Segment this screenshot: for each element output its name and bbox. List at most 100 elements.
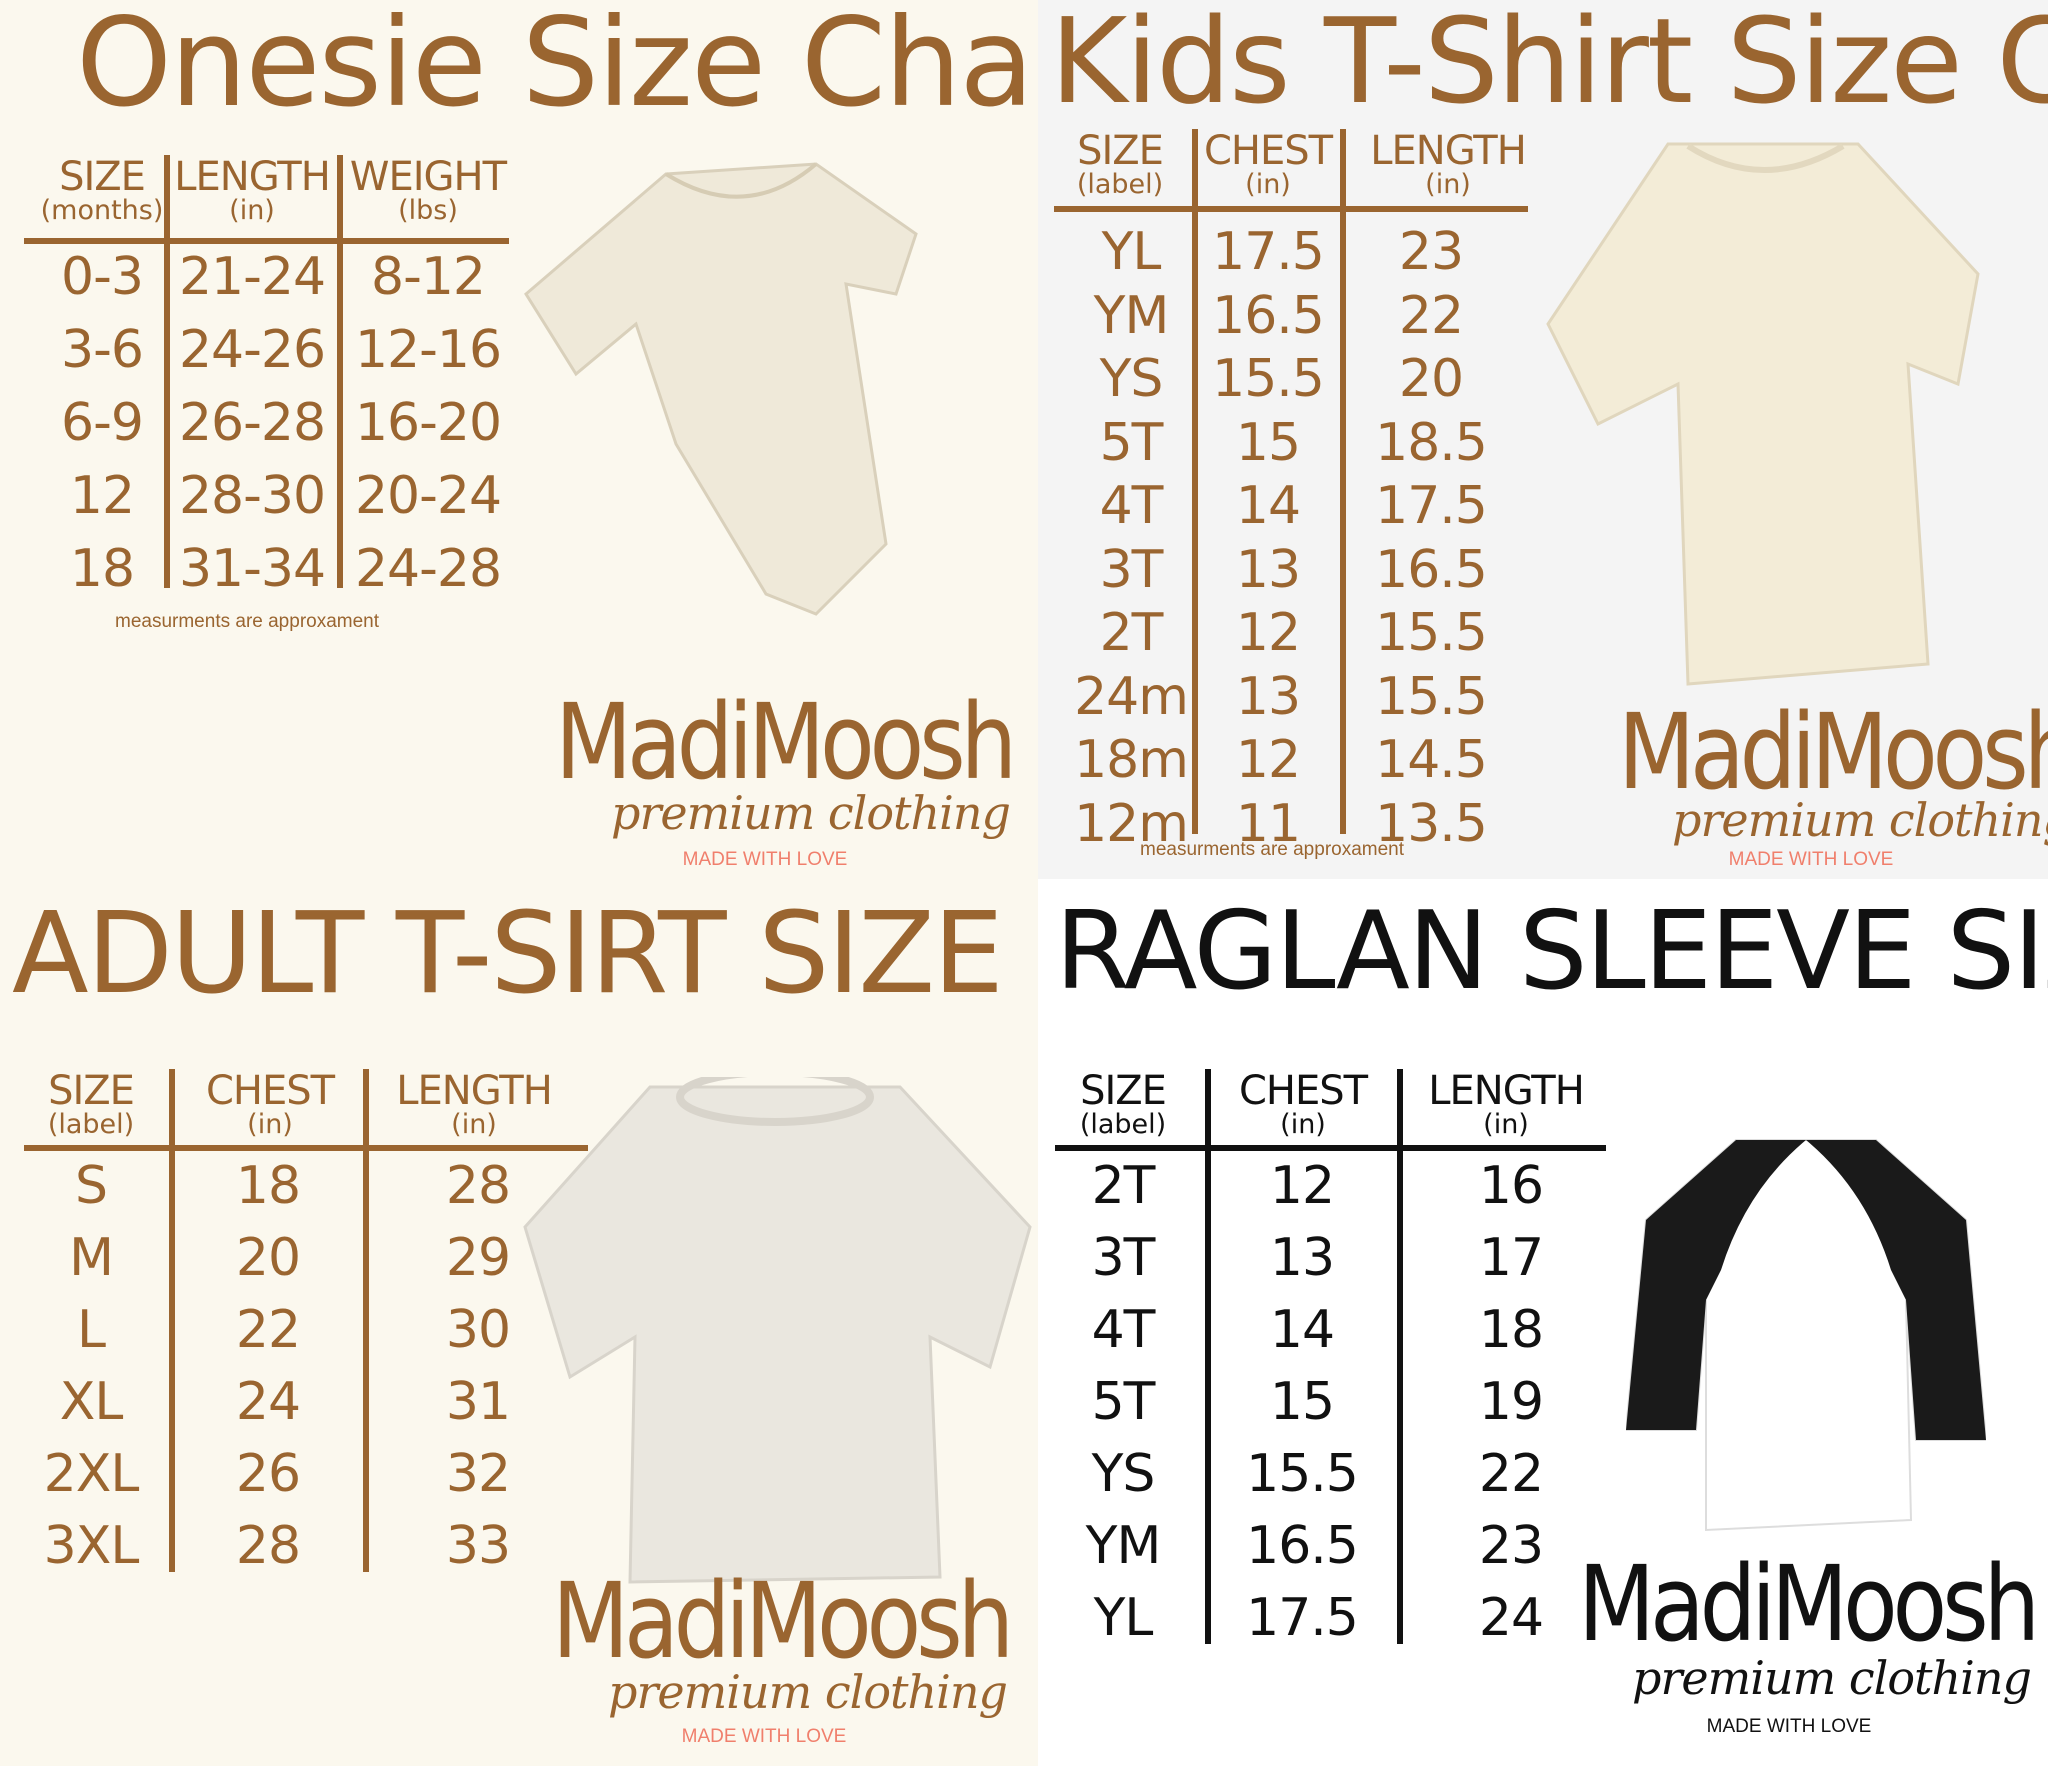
table-cell: YM	[1093, 285, 1170, 346]
column-divider	[1192, 129, 1198, 834]
table-cell: 28	[445, 1156, 511, 1216]
logo-name: MadiMoosh	[555, 681, 1017, 803]
table-cell: 15	[1269, 1372, 1335, 1432]
header-unit: (in)	[247, 1109, 293, 1140]
table-cell: 12	[1235, 730, 1301, 790]
table-cell: 22	[1478, 1444, 1544, 1504]
column-header: CHEST (in)	[170, 1071, 370, 1138]
table-cell: 26-28	[178, 393, 326, 453]
panel-raglan: RAGLAN SLEEVE SIZE CHARTSIZE(label)CHEST…	[1038, 879, 2048, 1766]
column-divider	[169, 1069, 175, 1572]
panel-title: ADULT T-SIRT SIZE CHART	[12, 889, 1038, 1019]
table-cell: 12	[69, 466, 135, 526]
table-cell: 32	[445, 1444, 511, 1504]
column-header: CHEST (in)	[1203, 1071, 1403, 1138]
table-cell: 18	[69, 539, 135, 599]
header-unit: (months)	[40, 195, 164, 226]
table-cell: 28	[235, 1516, 301, 1576]
table-cell: 24	[1478, 1588, 1544, 1648]
table-cell: 31	[445, 1372, 511, 1432]
header-label: SIZE	[1080, 1068, 1167, 1114]
table-cell: YL	[1093, 1588, 1154, 1648]
panel-onesie: Onesie Size Chart SIZE (months) LENGTH (in) W…	[0, 0, 1038, 879]
logo-name: MadiMoosh	[552, 1560, 1014, 1682]
header-label: CHEST	[1203, 128, 1333, 174]
table-cell: 11	[1235, 793, 1301, 854]
column-header: WEIGHT (lbs)	[328, 157, 528, 224]
header-unit: (lbs)	[398, 195, 458, 226]
table-cell: 15.5	[1212, 349, 1325, 409]
header-unit: (in)	[1245, 169, 1291, 200]
table-cell: 0-3	[61, 247, 144, 307]
table-cell: 16-20	[354, 393, 502, 453]
panel-adult: ADULT T-SIRT SIZE CHARTSIZE(label)CHEST(…	[0, 879, 1038, 1766]
header-label: CHEST	[1238, 1068, 1368, 1114]
table-cell: S	[74, 1156, 108, 1216]
header-unit: (label)	[47, 1109, 135, 1140]
table-cell: 23	[1478, 1516, 1544, 1576]
logo-tagline: premium clothing	[611, 786, 1011, 840]
table-cell: 20	[1398, 349, 1464, 409]
table-cell: 15.5	[1246, 1444, 1359, 1504]
table-cell: 3XL	[43, 1516, 140, 1576]
table-cell: 21-24	[178, 247, 326, 307]
header-label: CHEST	[205, 1068, 335, 1114]
table-cell: 29	[445, 1228, 511, 1288]
table-cell: 13	[1269, 1228, 1335, 1288]
table-cell: L	[77, 1300, 106, 1360]
logo-tagline: premium clothing	[1672, 793, 2048, 847]
column-header: CHEST (in)	[1168, 131, 1368, 198]
header-unit: (in)	[1425, 169, 1471, 200]
column-header: SIZE (label)	[0, 1071, 191, 1138]
table-cell: 30	[445, 1300, 511, 1360]
measurement-note: measurments are approxament	[1140, 839, 1405, 860]
table-cell: 16.5	[1212, 285, 1325, 346]
header-label: SIZE	[48, 1068, 135, 1114]
logo-made-with-love: MADE WITH LOVE	[1706, 1716, 1872, 1737]
table-cell: 5T	[1091, 1372, 1156, 1432]
logo-name: MadiMoosh	[1618, 691, 2048, 813]
header-label: WEIGHT	[349, 154, 507, 200]
table-cell: 3T	[1099, 539, 1164, 600]
table-cell: 5T	[1099, 412, 1164, 473]
header-divider	[1054, 206, 1528, 212]
column-header: LENGTH (in)	[152, 157, 352, 224]
table-cell: 8-12	[370, 247, 486, 307]
table-cell: YS	[1091, 1444, 1156, 1504]
column-header: LENGTH (in)	[1406, 1071, 1606, 1138]
logo-tagline: premium clothing	[608, 1665, 1008, 1719]
panel-title: Kids T-Shirt Size Chart	[1050, 0, 2048, 130]
table-cell: 18	[235, 1156, 301, 1216]
column-divider	[363, 1069, 369, 1572]
table-cell: 24-28	[354, 539, 502, 599]
table-cell: 24	[235, 1372, 301, 1432]
logo-name: MadiMoosh	[1578, 1543, 2040, 1665]
table-cell: 12-16	[354, 320, 502, 380]
table-cell: 2T	[1091, 1156, 1156, 1216]
header-divider	[24, 1145, 588, 1151]
header-unit: (in)	[1280, 1109, 1326, 1140]
column-divider	[164, 155, 170, 588]
header-label: LENGTH	[174, 154, 331, 200]
table-cell: YS	[1099, 349, 1164, 409]
table-cell: 13	[1235, 539, 1301, 600]
table-cell: 28-30	[178, 466, 326, 526]
kids-tshirt-image	[1546, 142, 1980, 686]
header-divider	[24, 238, 509, 244]
table-cell: 15.5	[1375, 603, 1488, 663]
table-cell: 18.5	[1375, 412, 1488, 473]
table-cell: 18	[1478, 1300, 1544, 1360]
column-divider	[337, 155, 343, 588]
table-cell: 16	[1478, 1156, 1544, 1216]
table-cell: 14.5	[1375, 730, 1488, 790]
table-cell: 26	[235, 1444, 301, 1504]
table-cell: 33	[445, 1516, 511, 1576]
logo-tagline: premium clothing	[1632, 1651, 2032, 1705]
table-cell: 12	[1235, 603, 1301, 663]
table-cell: 20	[235, 1228, 301, 1288]
header-label: LENGTH	[1370, 128, 1527, 174]
table-cell: 18m	[1074, 730, 1189, 790]
table-cell: 3-6	[61, 320, 144, 380]
table-cell: 13	[1235, 666, 1301, 727]
table-cell: 17	[1478, 1228, 1544, 1288]
